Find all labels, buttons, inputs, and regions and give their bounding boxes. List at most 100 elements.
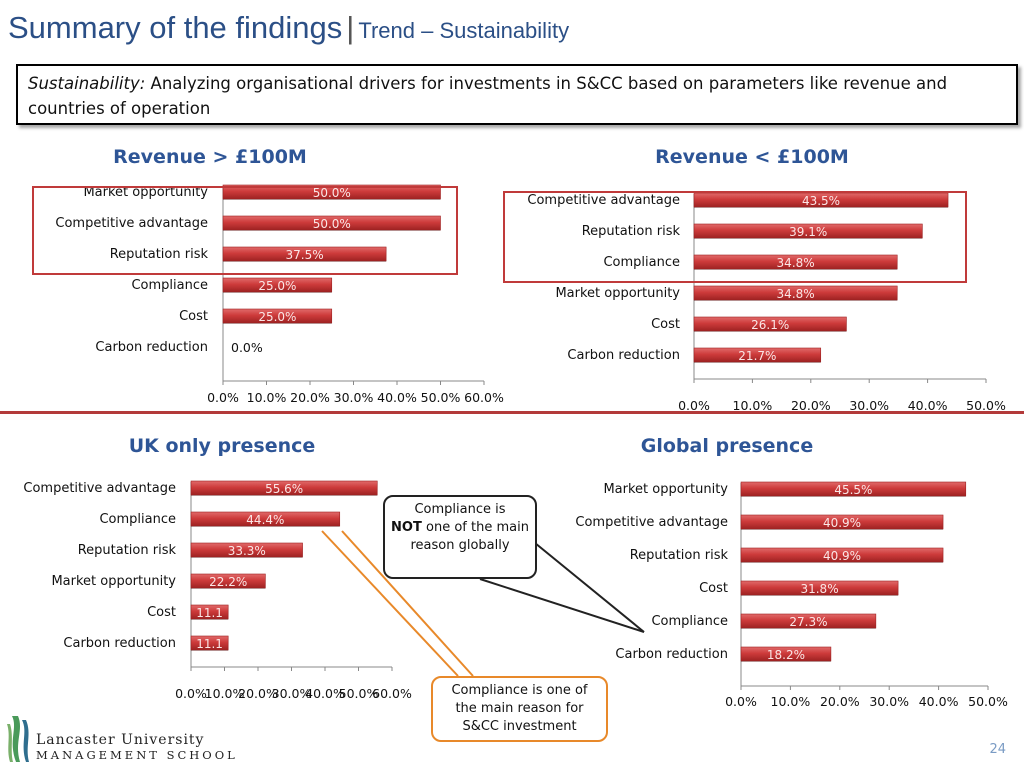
chart3-tick-label: 10.0% <box>205 686 245 701</box>
callout-compliance-main-reason: Compliance is one of the main reason for… <box>431 676 608 742</box>
banner-label: Sustainability: <box>28 74 146 93</box>
chart3-data-label: 44.4% <box>246 513 284 527</box>
chart4-bar <box>740 646 832 662</box>
chart2-tick-label: 0.0% <box>678 398 710 413</box>
chart4-category-label: Market opportunity <box>603 482 728 497</box>
chart4-category-label: Cost <box>699 581 728 596</box>
chart3-tick-label: 40.0% <box>305 686 345 701</box>
chart4-category-label: Compliance <box>651 614 728 629</box>
title-separator: | <box>346 10 355 45</box>
chart4-category-label: Carbon reduction <box>615 647 728 662</box>
chart2-tick-label: 50.0% <box>966 398 1006 413</box>
logo-line2: MANAGEMENT SCHOOL <box>36 748 238 762</box>
chart2-tick-label: 30.0% <box>849 398 889 413</box>
chart4-category-label: Reputation risk <box>630 548 729 563</box>
chart1-bar <box>222 184 441 200</box>
black-pointer-line <box>479 578 645 633</box>
chart1-bar <box>222 246 387 262</box>
chart1-tick-label: 0.0% <box>207 390 239 405</box>
chart4-data-label: 27.3% <box>789 615 827 629</box>
chart2-category-label: Cost <box>651 317 680 332</box>
chart2-bar <box>693 254 898 270</box>
chart1-bar <box>222 215 441 231</box>
chart1-tick-label: 60.0% <box>464 390 504 405</box>
chart3-data-label: 11.1 <box>196 637 223 651</box>
chart3-bar <box>190 604 229 620</box>
chart4-data-label: 40.9% <box>823 516 861 530</box>
section-divider <box>0 411 1024 414</box>
chart1-category-label: Competitive advantage <box>55 216 208 231</box>
chart2-data-label: 26.1% <box>751 318 789 332</box>
callout-black-pre: Compliance is <box>414 502 506 517</box>
lancaster-logo-icon <box>7 716 29 762</box>
title-subtitle: Trend – Sustainability <box>358 18 570 43</box>
chart2-category-label: Competitive advantage <box>527 193 680 208</box>
chart3-data-label: 33.3% <box>228 544 266 558</box>
chart4-data-label: 40.9% <box>823 549 861 563</box>
page-number: 24 <box>989 742 1006 757</box>
chart4-bar <box>740 514 944 530</box>
chart1-category-label: Compliance <box>131 278 208 293</box>
chart3-tick-label: 60.0% <box>372 686 412 701</box>
chart3-bar <box>190 480 378 496</box>
chart2-tick-label: 10.0% <box>733 398 773 413</box>
chart2-category-label: Market opportunity <box>555 286 680 301</box>
black-pointer-line <box>534 542 645 633</box>
chart3-data-label: 22.2% <box>209 575 247 589</box>
chart3-tick-label: 50.0% <box>339 686 379 701</box>
chart4-bar <box>740 580 899 596</box>
chart1-tick-label: 30.0% <box>334 390 374 405</box>
chart1-tick-label: 50.0% <box>421 390 461 405</box>
callout-compliance-not-global: Compliance is NOT one of the main reason… <box>383 495 537 579</box>
chart2-bar <box>693 285 898 301</box>
chart2-title: Revenue < £100M <box>655 146 849 168</box>
chart1-category-label: Reputation risk <box>110 247 209 262</box>
chart3-category-label: Cost <box>147 605 176 620</box>
chart1-category-label: Carbon reduction <box>95 340 208 355</box>
chart4-data-label: 31.8% <box>800 582 838 596</box>
logo-line1: Lancaster University <box>36 732 205 748</box>
chart3-data-label: 55.6% <box>265 482 303 496</box>
banner-text: Analyzing organisational drivers for inv… <box>28 74 948 118</box>
chart3-category-label: Reputation risk <box>78 543 177 558</box>
chart2-bar <box>693 223 923 239</box>
chart2-category-label: Compliance <box>603 255 680 270</box>
chart1-data-label: 25.0% <box>258 310 296 324</box>
chart3-category-label: Carbon reduction <box>63 636 176 651</box>
orange-pointer-line <box>321 530 459 677</box>
chart2-data-label: 34.8% <box>777 287 815 301</box>
chart2-tick-label: 20.0% <box>791 398 831 413</box>
chart2-bar <box>693 316 847 332</box>
chart4-tick-label: 10.0% <box>771 694 811 709</box>
chart1-category-label: Market opportunity <box>83 185 208 200</box>
chart1-data-label: 25.0% <box>258 279 296 293</box>
chart2-category-label: Reputation risk <box>582 224 681 239</box>
chart4-bar <box>740 613 877 629</box>
chart1-tick-label: 10.0% <box>247 390 287 405</box>
chart4-title: Global presence <box>641 435 813 457</box>
chart4-data-label: 45.5% <box>834 483 872 497</box>
chart3-tick-label: 30.0% <box>272 686 312 701</box>
chart4-tick-label: 30.0% <box>869 694 909 709</box>
chart4-bar <box>740 547 944 563</box>
chart4-category-label: Competitive advantage <box>575 515 728 530</box>
chart1-data-label: 0.0% <box>231 340 263 355</box>
chart1-bar <box>222 308 333 324</box>
chart1-tick-label: 20.0% <box>290 390 330 405</box>
chart3-bar <box>190 511 341 527</box>
chart1-tick-label: 40.0% <box>377 390 417 405</box>
chart2-highlight-box <box>503 191 967 283</box>
chart2-data-label: 34.8% <box>777 256 815 270</box>
chart1-highlight-box <box>32 186 458 275</box>
callout-black-bold: NOT <box>391 520 422 535</box>
chart1-category-label: Cost <box>179 309 208 324</box>
chart4-data-label: 18.2% <box>767 648 805 662</box>
chart1-title: Revenue > £100M <box>113 146 307 168</box>
chart3-category-label: Market opportunity <box>51 574 176 589</box>
chart3-bar <box>190 635 229 651</box>
chart3-bar <box>190 573 266 589</box>
chart4-bar <box>740 481 967 497</box>
orange-pointer-line <box>341 530 474 677</box>
chart3-bar <box>190 542 303 558</box>
